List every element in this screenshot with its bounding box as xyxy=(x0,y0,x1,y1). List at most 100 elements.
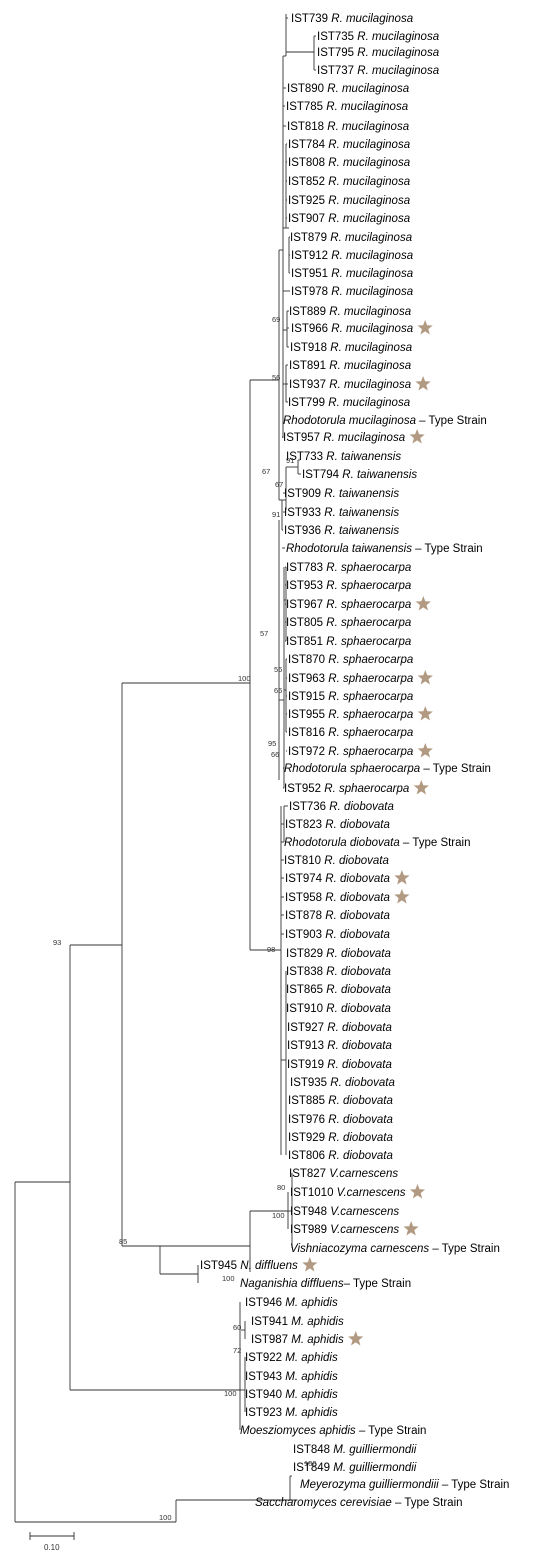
species-name: Rhodotorula diobovata xyxy=(284,837,400,849)
leaf-label: Vishniacozyma carnescens – Type Strain xyxy=(290,1243,500,1255)
star-icon xyxy=(394,870,410,885)
strain-code: IST823 xyxy=(285,819,325,831)
leaf-label: IST929 R. diobovata xyxy=(288,1132,393,1144)
leaf-label: IST941 M. aphidis xyxy=(251,1316,344,1328)
leaf-label: IST958 R. diobovata xyxy=(285,892,390,904)
leaf-label: IST919 R. diobovata xyxy=(287,1059,392,1071)
leaf-label: IST925 R. mucilaginosa xyxy=(288,195,410,207)
species-name: R. mucilaginosa xyxy=(357,31,439,43)
species-name: R. diobovata xyxy=(326,1003,391,1015)
strain-code: IST849 xyxy=(293,1462,333,1474)
strain-code: IST785 xyxy=(286,101,326,113)
leaf-label: IST852 R. mucilaginosa xyxy=(288,176,410,188)
species-name: R. diobovata xyxy=(325,910,390,922)
leaf-label: IST737 R. mucilaginosa xyxy=(317,65,439,77)
species-name: V.carnescens xyxy=(337,1187,406,1199)
strain-code: IST989 xyxy=(290,1224,330,1236)
leaf-label: IST823 R. diobovata xyxy=(285,819,390,831)
strain-code: IST827 xyxy=(289,1168,329,1180)
species-name: N. diffluens xyxy=(240,1260,298,1272)
bootstrap-value: 69 xyxy=(272,315,280,324)
species-name: Rhodotorula sphaerocarpa xyxy=(284,763,420,775)
strain-code: IST929 xyxy=(288,1132,328,1144)
species-name: R. diobovata xyxy=(328,1095,393,1107)
bootstrap-value: 67 xyxy=(262,467,270,476)
species-name: R. diobovata xyxy=(326,984,391,996)
species-name: R. mucilaginosa xyxy=(331,13,413,25)
species-name: R. mucilaginosa xyxy=(323,432,405,444)
leaf-label: IST795 R. mucilaginosa xyxy=(317,47,439,59)
species-name: V.carnescens xyxy=(330,1224,399,1236)
leaf-label: IST946 M. aphidis xyxy=(245,1297,338,1309)
bootstrap-value: 100 xyxy=(272,1211,285,1220)
species-name: Saccharomyces cerevisiae xyxy=(255,1497,392,1509)
strain-code: IST890 xyxy=(287,83,327,95)
species-name: R. diobovata xyxy=(325,892,390,904)
bootstrap-value: 56 xyxy=(274,665,282,674)
strain-code: IST918 xyxy=(290,342,330,354)
species-name: R. sphaerocarpa xyxy=(328,727,413,739)
species-name: Meyerozyma guilliermondiii xyxy=(300,1479,439,1491)
strain-code: IST925 xyxy=(288,195,328,207)
strain-code: IST941 xyxy=(251,1316,291,1328)
leaf-label: IST972 R. sphaerocarpa xyxy=(288,746,413,758)
strain-code: IST913 xyxy=(287,1040,327,1052)
bootstrap-value: 91 xyxy=(272,510,280,519)
strain-code: IST851 xyxy=(286,636,326,648)
leaf-label: IST903 R. diobovata xyxy=(285,929,390,941)
leaf-label: IST891 R. mucilaginosa xyxy=(289,360,411,372)
star-icon xyxy=(302,1257,318,1272)
bootstrap-value: 85 xyxy=(119,1237,127,1246)
strain-code: IST818 xyxy=(287,121,327,133)
species-name: R. sphaerocarpa xyxy=(328,709,413,721)
leaf-label: IST940 M. aphidis xyxy=(245,1389,338,1401)
leaf-label: IST810 R. diobovata xyxy=(284,855,389,867)
species-name: R. diobovata xyxy=(325,873,390,885)
species-name: M. aphidis xyxy=(291,1334,344,1346)
species-name: R. diobovata xyxy=(325,929,390,941)
species-name: R. mucilaginosa xyxy=(331,268,413,280)
strain-code: IST805 xyxy=(286,617,326,629)
leaf-label: IST943 M. aphidis xyxy=(245,1371,338,1383)
leaf-label: IST933 R. taiwanensis xyxy=(284,507,399,519)
strain-code: IST952 xyxy=(284,783,324,795)
bootstrap-value: 100 xyxy=(304,1459,317,1468)
leaf-label: IST945 N. diffluens xyxy=(200,1260,298,1272)
strain-code: IST909 xyxy=(284,488,324,500)
strain-code: IST974 xyxy=(285,873,325,885)
bootstrap-value: 66 xyxy=(271,750,279,759)
species-name: R. taiwanensis xyxy=(324,525,399,537)
species-name: Rhodotorula taiwanensis xyxy=(286,543,412,555)
leaf-label: IST827 V.carnescens xyxy=(289,1168,398,1180)
strain-code: IST935 xyxy=(290,1077,330,1089)
leaf-label: IST935 R. diobovata xyxy=(290,1077,395,1089)
leaf-label: IST735 R. mucilaginosa xyxy=(317,31,439,43)
strain-code: IST783 xyxy=(286,562,326,574)
bootstrap-value: 80 xyxy=(277,1183,285,1192)
leaf-label: IST784 R. mucilaginosa xyxy=(288,139,410,151)
type-strain-suffix: – Type Strain xyxy=(412,543,483,555)
type-strain-suffix: – Type Strain xyxy=(344,1278,412,1290)
type-strain-suffix: – Type Strain xyxy=(429,1243,500,1255)
star-icon xyxy=(415,376,431,391)
strain-code: IST933 xyxy=(284,507,324,519)
strain-code: IST784 xyxy=(288,139,328,151)
strain-code: IST946 xyxy=(245,1297,285,1309)
species-name: R. sphaerocarpa xyxy=(328,746,413,758)
bootstrap-value: 95 xyxy=(268,739,276,748)
leaf-label: Moesziomyces aphidis – Type Strain xyxy=(240,1425,426,1437)
star-icon xyxy=(403,1221,419,1236)
leaf-label: IST816 R. sphaerocarpa xyxy=(288,727,413,739)
strain-code: IST958 xyxy=(285,892,325,904)
leaf-label: IST851 R. sphaerocarpa xyxy=(286,636,411,648)
species-name: M. aphidis xyxy=(285,1297,338,1309)
bootstrap-value: 93 xyxy=(53,938,61,947)
species-name: R. sphaerocarpa xyxy=(326,617,411,629)
species-name: R. diobovata xyxy=(326,966,391,978)
leaf-label: IST910 R. diobovata xyxy=(286,1003,391,1015)
leaf-label: IST952 R. sphaerocarpa xyxy=(284,783,409,795)
species-name: Naganishia diffluens xyxy=(240,1278,344,1290)
species-name: R. mucilaginosa xyxy=(329,360,411,372)
strain-code: IST808 xyxy=(288,157,328,169)
leaf-label: IST865 R. diobovata xyxy=(286,984,391,996)
